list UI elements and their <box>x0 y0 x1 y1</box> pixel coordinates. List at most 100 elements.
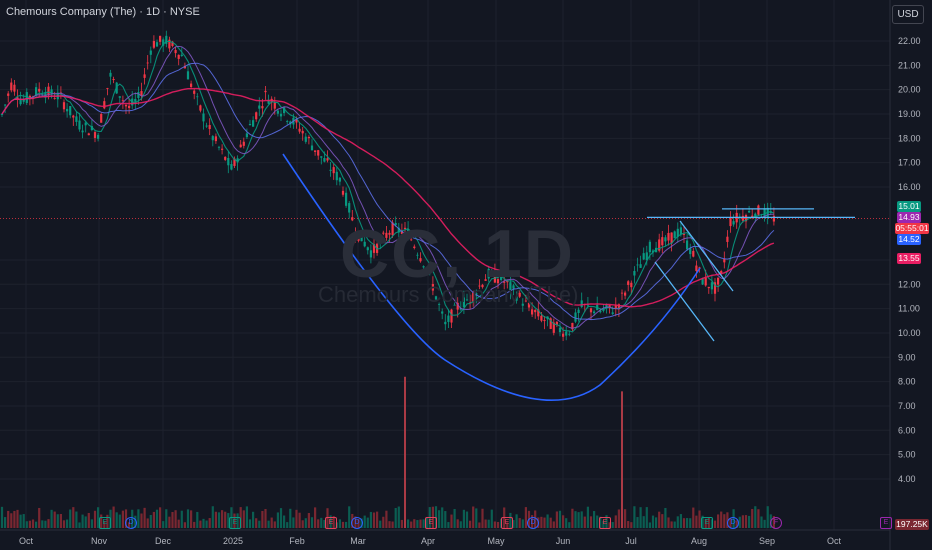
candle-body <box>162 39 165 46</box>
currency-button[interactable]: USD <box>892 5 924 24</box>
moving-average-line <box>1 45 774 329</box>
volume-bar <box>704 518 707 528</box>
volume-bar <box>28 520 31 528</box>
candle-body <box>121 100 124 102</box>
candle-body <box>744 215 748 222</box>
volume-bar <box>562 515 565 528</box>
volume-bar <box>87 512 90 528</box>
candle-body <box>289 121 292 125</box>
volume-bar <box>555 511 558 528</box>
candle-body <box>425 267 428 270</box>
volume-bar <box>286 522 289 528</box>
candle-body <box>704 277 707 286</box>
candle-body <box>146 62 149 64</box>
volume-bar <box>506 522 509 528</box>
volume-bar <box>744 515 748 528</box>
earnings-event-icon[interactable]: E <box>501 517 513 529</box>
candle-body <box>403 227 407 229</box>
volume-bar <box>682 518 686 528</box>
volume-bar <box>66 519 69 528</box>
candle-body <box>772 215 775 222</box>
volume-bar <box>608 522 611 528</box>
candle-body <box>512 285 515 289</box>
earnings-event-icon[interactable]: E <box>701 517 713 529</box>
candle-body <box>205 125 208 127</box>
candle-body <box>90 126 93 130</box>
x-tick-label: Oct <box>827 536 842 546</box>
candle-body <box>28 95 31 99</box>
volume-bar <box>208 518 211 528</box>
volume-bar <box>177 519 180 528</box>
volume-bar <box>174 510 177 528</box>
candle-body <box>326 158 329 161</box>
volume-bar <box>379 520 382 528</box>
candle-body <box>605 304 608 309</box>
volume-bar <box>270 517 273 528</box>
candle-body <box>180 54 183 57</box>
candle-body <box>62 102 66 110</box>
candle-body <box>242 141 245 146</box>
volume-bar <box>397 506 400 528</box>
dividend-event-icon[interactable]: D <box>527 517 539 529</box>
candle-body <box>221 148 224 150</box>
candle-body <box>258 105 261 109</box>
y-tick-label: 6.00 <box>898 425 916 435</box>
candle-body <box>38 88 41 92</box>
candle-body <box>639 264 642 268</box>
volume-bar <box>552 521 555 528</box>
volume-bar <box>754 506 757 528</box>
earnings-event-icon[interactable]: E <box>599 517 611 529</box>
candle-body <box>0 113 4 115</box>
candle-body <box>624 292 627 296</box>
candle-body <box>658 239 661 251</box>
earnings-event-icon[interactable]: E <box>425 517 437 529</box>
earnings-event-icon[interactable]: E <box>325 517 337 529</box>
candle-body <box>484 279 487 281</box>
volume-bar <box>252 511 255 528</box>
volume-bar <box>372 512 376 528</box>
candle-body <box>661 237 664 246</box>
candle-body <box>713 282 717 294</box>
candle-body <box>255 112 258 120</box>
volume-bar <box>580 511 583 528</box>
candle-body <box>357 232 360 241</box>
candle-body <box>500 273 503 281</box>
moving-average-line <box>1 87 775 308</box>
candle-body <box>183 65 186 69</box>
x-tick-label: Aug <box>691 536 707 546</box>
volume-bar <box>450 514 453 528</box>
volume-bar <box>162 521 165 528</box>
candle-body <box>211 136 214 141</box>
candle-body <box>521 303 524 306</box>
volume-bar <box>605 515 608 528</box>
volume-bar <box>630 522 633 528</box>
dividend-event-icon[interactable]: D <box>727 517 739 529</box>
volume-bar <box>441 507 444 528</box>
candle-body <box>369 250 372 258</box>
candle-body <box>227 157 230 166</box>
volume-bar <box>469 520 472 528</box>
earnings-event-icon[interactable]: E <box>229 517 241 529</box>
candle-body <box>487 268 490 279</box>
candle-body <box>109 72 112 77</box>
candle-body <box>186 71 190 80</box>
volume-bar <box>720 511 723 528</box>
candle-body <box>642 253 645 260</box>
earnings-event-icon[interactable]: E <box>99 517 111 529</box>
volume-bar <box>22 514 25 528</box>
flash-event-icon[interactable]: F <box>770 517 782 529</box>
y-tick-label: 10.00 <box>898 328 921 338</box>
dividend-event-icon[interactable]: D <box>125 517 137 529</box>
candle-body <box>276 110 279 114</box>
volume-bar <box>540 516 543 528</box>
volume-bar <box>391 521 394 528</box>
x-tick-label: Oct <box>19 536 34 546</box>
dividend-event-icon[interactable]: D <box>351 517 363 529</box>
price-tag: 14.93 <box>897 212 921 223</box>
candle-body <box>134 99 137 102</box>
volume-bar <box>679 514 682 528</box>
upcoming-earnings-icon[interactable]: E <box>880 517 892 529</box>
y-tick-label: 8.00 <box>898 377 916 387</box>
y-tick-label: 22.00 <box>898 36 921 46</box>
